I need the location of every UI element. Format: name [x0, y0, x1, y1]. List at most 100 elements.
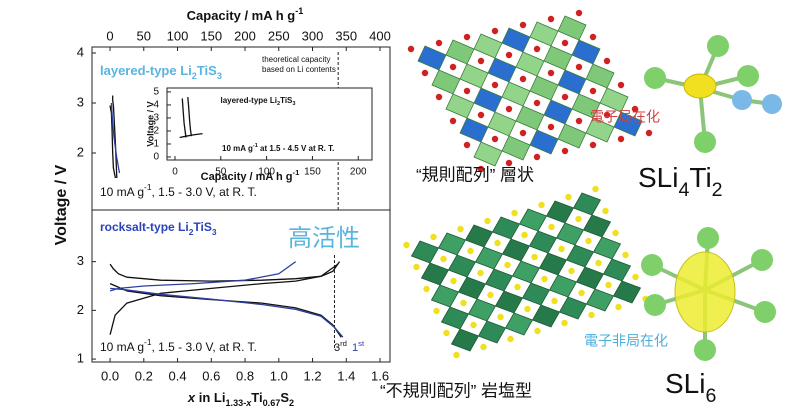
polyhedron [459, 63, 489, 89]
atom [497, 313, 504, 321]
text-part: 10 mA g [222, 144, 253, 153]
atom [547, 69, 555, 77]
atom [575, 117, 583, 125]
atom [504, 261, 511, 269]
x-tick-label: 100 [167, 28, 189, 43]
atom [477, 111, 485, 119]
text-part: Ti [251, 390, 262, 405]
y-tick-label: 1 [77, 351, 84, 366]
data-line [109, 263, 339, 335]
polyhedron [518, 208, 548, 232]
polyhedron [417, 45, 447, 71]
atom [463, 141, 471, 149]
x-tick-label: 1.2 [304, 368, 322, 383]
polyhedron [613, 111, 643, 137]
annotation: 10 mA g-1, 1.5 - 3.0 V, at R. T. [100, 182, 257, 199]
atom [568, 267, 575, 275]
inset-background [167, 88, 372, 160]
x-tick-label: 50 [137, 28, 151, 43]
text-part: S [280, 390, 289, 405]
atom [435, 39, 443, 47]
polyhedron [477, 320, 507, 344]
atom [435, 93, 443, 101]
atom [511, 209, 518, 217]
atom [615, 303, 622, 311]
x-tick-label: 150 [304, 167, 321, 178]
x-tick-label: 0.6 [202, 368, 220, 383]
polyhedron [555, 222, 585, 246]
polyhedron [504, 312, 534, 336]
atom [534, 327, 541, 335]
atom [463, 87, 471, 95]
atom [595, 259, 602, 267]
atom [632, 273, 639, 281]
atom [463, 33, 471, 41]
x-tick-label: 1.4 [337, 368, 355, 383]
atom [519, 21, 527, 29]
atom [477, 57, 485, 65]
text-part: -1 [253, 143, 258, 149]
polyhedron [575, 266, 605, 290]
atom [533, 99, 541, 107]
atom [521, 231, 528, 239]
text-part: based on Li contents [262, 65, 336, 74]
polyhedron [515, 51, 545, 77]
text-part: 1 [352, 342, 358, 354]
x-tick-label: 200 [234, 28, 256, 43]
polyhedron [430, 284, 460, 308]
text-part: -1 [295, 6, 303, 16]
atom [505, 105, 513, 113]
y-tick-label: 2 [77, 302, 84, 317]
atom [407, 45, 415, 53]
polyhedron [602, 258, 632, 282]
polyhedron [511, 260, 541, 284]
text-part: TiS [280, 96, 293, 105]
annotation: 3rd [334, 339, 347, 354]
text-part: Capacity / mA h g [187, 8, 296, 23]
atom [589, 87, 597, 95]
formula-2: SLi6 [665, 368, 716, 407]
atom [491, 81, 499, 89]
y-axis-title: Voltage / V [145, 101, 155, 146]
x-tick-label: 1.0 [270, 368, 288, 383]
annotation: based on Li contents [262, 65, 336, 74]
atom [645, 129, 653, 137]
polyhedron [473, 33, 503, 59]
y-tick-label: 3 [77, 94, 84, 109]
atom [505, 159, 513, 167]
atom [585, 237, 592, 245]
polyhedron [548, 274, 578, 298]
atom [477, 269, 484, 277]
text-part: 2 [192, 71, 197, 81]
text-part: 2 [712, 179, 723, 201]
text-part: TiS [197, 63, 217, 78]
polyhedron [501, 238, 531, 262]
atom [514, 283, 521, 291]
data-line [181, 98, 187, 138]
atom [470, 321, 477, 329]
x-tick-label: 0.0 [101, 368, 119, 383]
atom [423, 285, 430, 293]
text-part: st [358, 339, 365, 348]
polyhedron [459, 117, 489, 143]
plot-frame [166, 87, 373, 161]
annotation: 高活性 [288, 225, 360, 252]
atom [622, 251, 629, 259]
atom [548, 223, 555, 231]
x-tick-label: 1.6 [371, 368, 389, 383]
polyhedron [445, 39, 475, 65]
atom [547, 15, 555, 23]
atom [453, 351, 460, 359]
data-line [109, 105, 117, 179]
text-part: 4 [678, 179, 689, 201]
atom [449, 63, 457, 71]
annotation: 10 mA g-1, 1.5 - 3.0 V, at R. T. [100, 337, 257, 354]
x-tick-label: 400 [369, 28, 391, 43]
polyhedron [464, 224, 494, 248]
x-tick-label: 0 [172, 167, 178, 178]
polyhedron [557, 15, 587, 41]
polyhedron [487, 57, 517, 83]
annotation: 1st [352, 339, 365, 354]
data-line [110, 102, 121, 174]
text-part: 3 [334, 342, 340, 354]
